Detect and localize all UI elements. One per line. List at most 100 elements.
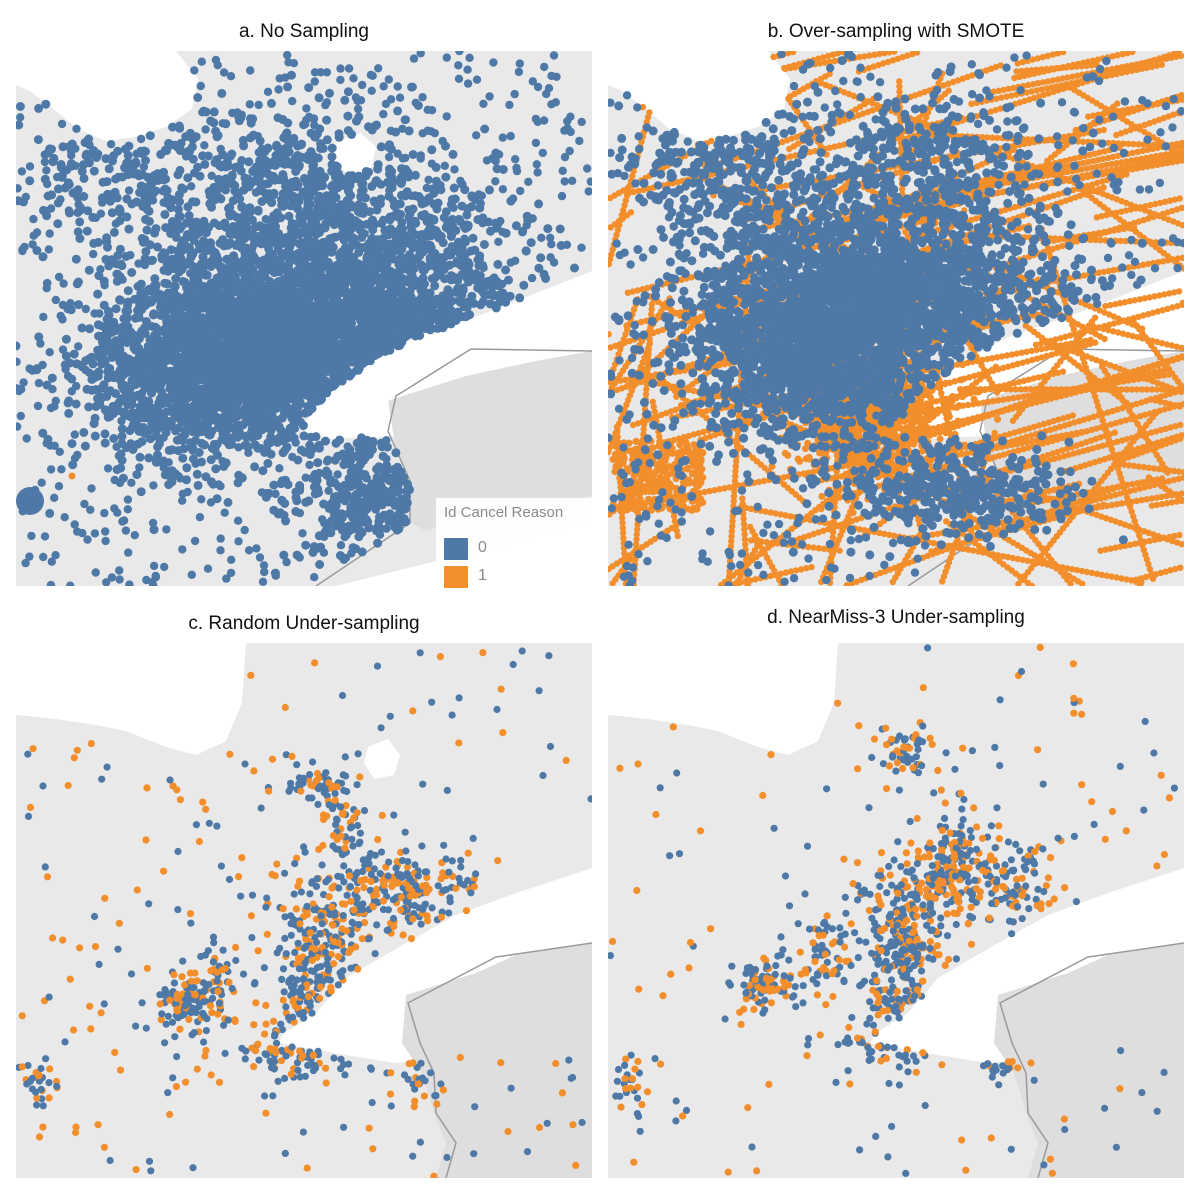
map-point [397,337,407,347]
map-point [365,207,375,217]
map-point [274,144,284,154]
map-point [391,313,401,323]
map-point [133,360,143,370]
map-point [300,328,310,338]
map-point [388,254,398,264]
map-point [219,359,229,369]
map-point [301,540,311,550]
map-point [90,413,100,423]
map-point [438,323,448,333]
map-point [244,250,254,260]
map-point [226,320,235,330]
map-point [132,470,142,480]
map-point [151,455,161,465]
map-point [324,504,334,513]
map-point [373,304,383,314]
map-point [501,265,511,275]
map-point [109,227,119,237]
map-point [309,310,319,320]
map-point [555,224,565,234]
map-point [325,312,334,322]
map-point [570,263,579,273]
map-point [368,437,378,446]
map-point [426,242,436,252]
map-point [301,390,311,400]
map-point [233,302,243,312]
map-point [443,299,453,309]
map-point [218,235,228,245]
map-point [47,373,57,383]
map-point [274,310,284,319]
map-point [67,439,77,449]
map-point [145,350,155,360]
map-point [80,441,90,451]
map-point [227,261,237,271]
map-point [168,348,178,358]
map-point [332,516,342,526]
map-point [84,265,94,275]
map-point [539,269,549,279]
map-point [281,516,291,526]
map-point [463,257,473,267]
map-point [255,282,265,292]
map-point [239,381,249,391]
map-point [352,116,361,126]
map-panel-a[interactable] [16,51,592,586]
map-point [498,165,508,174]
map-point [536,253,546,263]
map-point [256,325,266,335]
map-point [443,285,453,295]
map-point [269,480,279,490]
map-point [463,204,473,214]
map-point [38,252,48,262]
map-point [373,343,383,353]
map-point [63,398,73,408]
map-point [214,261,224,271]
map-point [387,473,397,483]
map-point [115,244,125,254]
map-point [100,429,110,439]
map-point [192,319,202,329]
map-point [123,301,132,311]
panel-title-d: d. NearMiss-3 Under-sampling [767,607,1025,628]
map-point [234,326,244,335]
map-point [304,496,314,506]
map-point [199,282,209,291]
map-point [320,376,330,386]
map-point [322,245,332,255]
map-point [203,418,213,428]
map-point [367,219,377,229]
map-point [231,287,241,297]
map-point [268,422,278,432]
map-point [327,152,337,162]
map-point [534,263,544,273]
map-point [307,249,317,259]
map-point [268,171,278,181]
map-point [287,160,297,170]
map-point [425,223,435,233]
map-point [77,323,87,333]
map-point [220,218,230,228]
map-point [162,366,172,376]
map-point [94,331,104,341]
map-point [320,223,330,233]
map-point [397,190,406,200]
map-point [153,418,163,428]
map-point [453,307,463,317]
map-point [275,158,285,168]
map-point [165,383,175,393]
map-point [228,196,238,206]
map-point [335,250,345,259]
map-point [85,324,94,334]
map-point [280,404,290,414]
map-point [141,247,151,257]
map-point [293,180,303,190]
map-point [493,259,503,269]
map-point [240,361,250,371]
map-point [255,298,265,308]
map-point [193,93,203,102]
map-point [137,402,146,412]
map-point [353,452,362,462]
map-point [384,169,394,179]
map-point [206,455,216,465]
